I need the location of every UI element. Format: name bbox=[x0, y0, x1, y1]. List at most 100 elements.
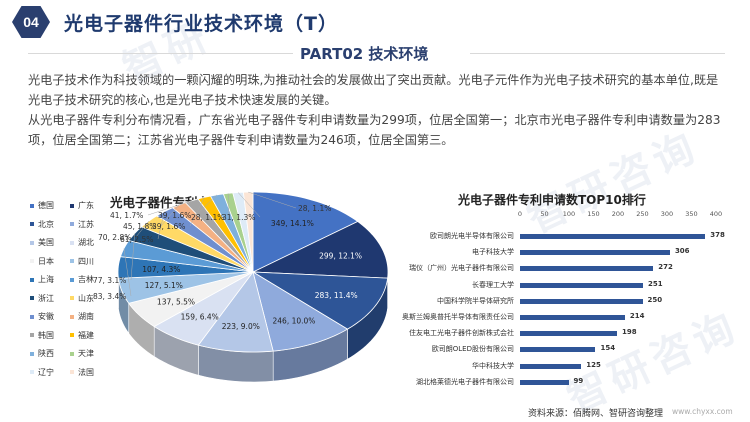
bar-category-label: 中国科学院半导体研究所 bbox=[437, 296, 514, 305]
bar-category-label: 奥斯兰姆奥普托半导体有限责任公司 bbox=[402, 313, 514, 321]
x-axis-tick: 50 bbox=[540, 210, 549, 218]
pie-slice bbox=[171, 202, 254, 273]
pie-data-label: 246, 10.0% bbox=[273, 317, 316, 326]
pie-slice-side bbox=[272, 328, 348, 382]
legend-label: 美国 bbox=[38, 238, 54, 248]
pie-slice bbox=[252, 220, 389, 279]
legend-swatch bbox=[70, 370, 74, 375]
legend-label: 德国 bbox=[38, 201, 54, 211]
pie-data-label: 137, 5.5% bbox=[157, 298, 195, 307]
pie-data-label: 107, 4.3% bbox=[142, 265, 180, 274]
pie-slice-side bbox=[118, 278, 130, 335]
x-axis-tick: 200 bbox=[611, 210, 625, 218]
bar-value-label: 198 bbox=[622, 328, 637, 337]
legend-label: 天津 bbox=[78, 349, 94, 359]
legend-swatch bbox=[70, 203, 74, 208]
intro-paragraph-1: 光电子技术作为科技领域的一颗闪耀的明珠,为推动社会的发展做出了突出贡献。光电子元… bbox=[28, 73, 719, 107]
pie-slice-side bbox=[128, 302, 155, 358]
legend-item: 江苏 bbox=[70, 217, 110, 233]
intro-paragraph-2: 从光电子器件专利分布情况看，广东省光电子器件专利申请数量为299项，位居全国第一… bbox=[28, 113, 721, 147]
bar-category-label: 欧司朗OLED股份有限公司 bbox=[431, 345, 514, 354]
x-axis-tick: 150 bbox=[587, 210, 600, 218]
legend-item: 湖北 bbox=[70, 235, 110, 251]
pie-chart-title: 光电子器件专利主要分布情况 bbox=[110, 195, 273, 210]
page-header: 04 光电子器件行业技术环境（T） bbox=[12, 6, 338, 38]
bar-value-label: 272 bbox=[658, 263, 673, 272]
legend-label: 陕西 bbox=[38, 349, 54, 359]
legend-item: 天津 bbox=[70, 346, 110, 362]
pie-data-label: 127, 5.1% bbox=[145, 281, 183, 290]
pie-data-label: 299, 12.1% bbox=[319, 252, 362, 261]
leader-line bbox=[130, 233, 135, 281]
pie-slice-side bbox=[153, 325, 199, 376]
legend-item: 陕西 bbox=[30, 346, 70, 362]
leader-line bbox=[157, 211, 165, 240]
legend-label: 湖南 bbox=[78, 312, 94, 322]
legend-label: 上海 bbox=[38, 275, 54, 285]
pie-slice bbox=[128, 271, 254, 327]
pie-data-label: 283, 11.4% bbox=[315, 291, 358, 300]
legend-item: 韩国 bbox=[30, 328, 70, 344]
pie-slice bbox=[156, 207, 254, 273]
bar bbox=[520, 331, 618, 337]
legend-item: 北京 bbox=[30, 217, 70, 233]
legend-swatch bbox=[30, 222, 34, 227]
pie-slice bbox=[117, 271, 254, 304]
bar-value-label: 125 bbox=[586, 360, 601, 369]
legend-label: 福建 bbox=[78, 330, 94, 340]
bar bbox=[520, 363, 582, 369]
pie-data-label: 61, 2.5% bbox=[120, 235, 153, 244]
bar-category-label: 欧司朗光电半导体有限公司 bbox=[430, 232, 514, 240]
pie-data-label: 28, 1.1% bbox=[298, 204, 331, 213]
bar-value-label: 251 bbox=[647, 279, 663, 288]
bar-category-label: 住友电工光电子器件创新株式会社 bbox=[409, 329, 514, 338]
legend-label: 韩国 bbox=[38, 330, 54, 340]
page-title: 光电子器件行业技术环境（T） bbox=[64, 12, 338, 35]
legend-swatch bbox=[70, 314, 74, 319]
pie-slice bbox=[140, 215, 254, 273]
bar-category-label: 华中科技大学 bbox=[472, 361, 514, 370]
legend-swatch bbox=[30, 203, 34, 208]
site-url: www.chyxx.com bbox=[672, 407, 733, 416]
pie-slice bbox=[117, 256, 254, 279]
pie-slice bbox=[197, 271, 274, 353]
pie-data-label: 349, 14.1% bbox=[271, 219, 314, 228]
legend-swatch bbox=[30, 314, 34, 319]
legend-label: 北京 bbox=[38, 219, 54, 229]
leader-line bbox=[135, 220, 149, 238]
section-number-badge: 04 bbox=[12, 6, 50, 38]
pie-legend: 德国 广东 北京 江苏 美国 湖北 日本 四川 上海 吉林 浙江 山东 安徽 湖南 韩国 福建 陕西 天津 辽宁 法国 bbox=[30, 198, 110, 380]
bar-category-label: 湖北格莱德光电子器件有限公司 bbox=[416, 377, 514, 386]
x-axis-tick: 300 bbox=[660, 210, 674, 218]
legend-swatch bbox=[30, 259, 34, 264]
intro-text: 光电子技术作为科技领域的一颗闪耀的明珠,为推动社会的发展做出了突出贡献。光电子元… bbox=[28, 70, 728, 150]
x-axis-tick: 350 bbox=[685, 210, 698, 218]
pie-data-label: 159, 6.4% bbox=[181, 312, 219, 321]
bar-category-label: 电子科技大学 bbox=[472, 248, 514, 257]
legend-swatch bbox=[70, 277, 74, 282]
pie-slice bbox=[252, 271, 349, 352]
leader-line bbox=[123, 248, 132, 297]
legend-label: 辽宁 bbox=[38, 367, 54, 377]
pie-slice bbox=[252, 271, 389, 330]
legend-label: 湖北 bbox=[78, 238, 94, 248]
legend-swatch bbox=[30, 333, 34, 338]
legend-swatch bbox=[70, 222, 74, 227]
legend-label: 江苏 bbox=[78, 219, 94, 229]
divider bbox=[28, 53, 293, 54]
legend-item: 上海 bbox=[30, 272, 70, 288]
bar bbox=[520, 282, 643, 288]
legend-item: 福建 bbox=[70, 328, 110, 344]
legend-swatch bbox=[70, 296, 74, 301]
legend-swatch bbox=[70, 333, 74, 338]
bar-chart: 0 50 100 150 200 250 300 350 400 欧司朗光电半导体有限公司 378 电… bbox=[378, 210, 738, 390]
legend-item: 广东 bbox=[70, 198, 110, 214]
legend-item: 德国 bbox=[30, 198, 70, 214]
legend-label: 吉林 bbox=[78, 275, 94, 285]
pie-data-label: 39, 1.6% bbox=[158, 211, 191, 220]
bar bbox=[520, 250, 670, 256]
legend-swatch bbox=[30, 370, 34, 375]
legend-label: 浙江 bbox=[38, 293, 54, 303]
pie-slice bbox=[119, 240, 254, 273]
legend-item: 日本 bbox=[30, 254, 70, 270]
